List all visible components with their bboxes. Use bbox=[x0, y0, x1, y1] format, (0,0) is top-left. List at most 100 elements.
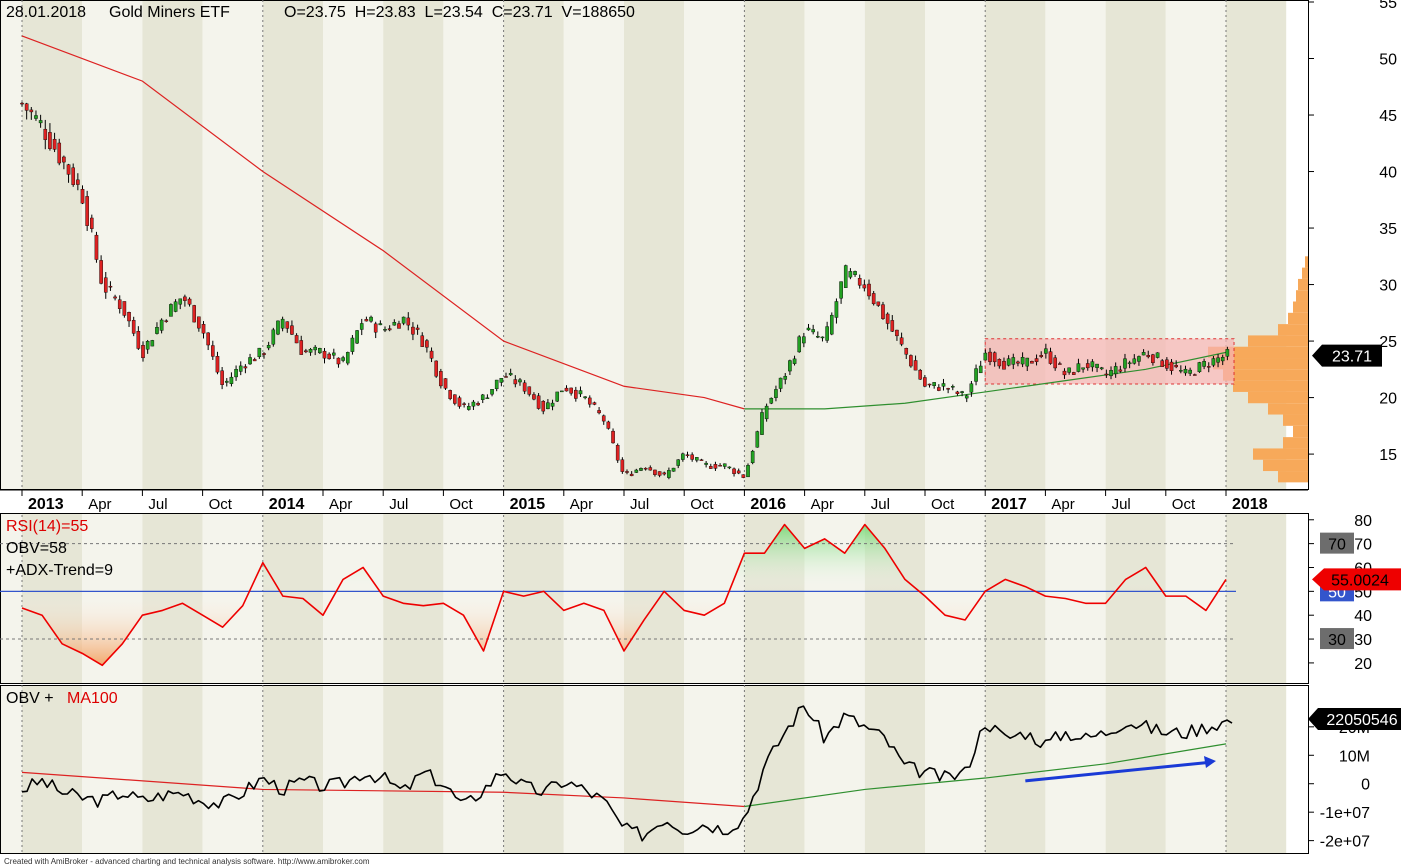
x-tick-label: Apr bbox=[1051, 496, 1074, 513]
candle-down bbox=[997, 358, 1002, 367]
candle-up bbox=[760, 412, 764, 435]
candle-down bbox=[62, 156, 66, 163]
candle-down bbox=[713, 464, 718, 469]
volume-profile-bar bbox=[1248, 391, 1308, 404]
quarter-band bbox=[985, 685, 1046, 854]
quarter-band bbox=[563, 0, 624, 490]
candle-up bbox=[816, 336, 820, 338]
quarter-band bbox=[202, 685, 263, 854]
candle-down bbox=[136, 331, 141, 349]
obv-tick-label: -2e+07 bbox=[1320, 834, 1370, 851]
x-tick-label: 2014 bbox=[269, 496, 305, 513]
volume-profile-bar bbox=[1296, 290, 1308, 302]
candle-up bbox=[774, 389, 778, 398]
candle-down bbox=[220, 370, 224, 385]
candle-up bbox=[671, 467, 676, 472]
quarter-band bbox=[744, 685, 805, 854]
candle-up bbox=[1123, 358, 1127, 369]
candle-down bbox=[448, 390, 452, 399]
candle-up bbox=[1011, 357, 1016, 365]
candle-up bbox=[750, 450, 755, 464]
quarter-band bbox=[563, 685, 624, 854]
price-tick-label: 20 bbox=[1379, 391, 1397, 408]
rsi-panel: 2030405060708070503055.0024 bbox=[0, 513, 1401, 673]
candle-up bbox=[248, 357, 252, 365]
candle-up bbox=[555, 391, 560, 402]
x-tick-label: Apr bbox=[811, 496, 834, 513]
candle-up bbox=[159, 319, 164, 331]
candle-up bbox=[480, 394, 485, 400]
quarter-band bbox=[262, 685, 323, 854]
candle-down bbox=[1160, 360, 1165, 367]
candle-down bbox=[24, 103, 29, 111]
x-tick-label: Jul bbox=[1112, 496, 1131, 513]
candle-down bbox=[211, 345, 215, 357]
candle-down bbox=[857, 278, 862, 286]
candle-up bbox=[583, 396, 587, 399]
volume-profile-bar bbox=[1208, 346, 1308, 359]
candle-down bbox=[629, 473, 634, 477]
candle-up bbox=[983, 352, 988, 361]
candle-down bbox=[1030, 361, 1034, 364]
candle-up bbox=[853, 271, 857, 275]
header-title: Gold Miners ETF bbox=[109, 4, 230, 21]
candle-down bbox=[201, 324, 206, 334]
obv-line bbox=[21, 705, 1233, 842]
candle-down bbox=[643, 467, 648, 470]
candle-down bbox=[1058, 363, 1062, 365]
obv-value-label: OBV=58 bbox=[6, 540, 67, 557]
rsi-line bbox=[21, 523, 1227, 667]
quarter-band bbox=[82, 0, 143, 490]
candle-down bbox=[439, 371, 443, 387]
x-tick-label: 2017 bbox=[991, 496, 1027, 513]
header-ohlcv: O=23.75 H=23.83 L=23.54 C=23.71 V=188650 bbox=[284, 4, 635, 21]
candle-down bbox=[904, 348, 909, 355]
candle-down bbox=[164, 320, 169, 322]
x-tick-label: Jul bbox=[871, 496, 890, 513]
candle-down bbox=[108, 285, 113, 288]
rsi-tick-label: 20 bbox=[1354, 656, 1372, 673]
quarter-band bbox=[624, 0, 685, 490]
candle-down bbox=[336, 357, 341, 365]
candle-down bbox=[387, 328, 392, 331]
obv-tick-label: -1e+07 bbox=[1320, 805, 1370, 822]
rsi-area-below-50 bbox=[22, 591, 1226, 666]
quarter-band bbox=[1165, 0, 1226, 490]
price-panel: 15 20 25 30 35 40 45 50 55 23.71 bbox=[20, 0, 1397, 483]
candle-up bbox=[560, 390, 564, 393]
obv-trend-arrowhead bbox=[1203, 755, 1216, 768]
quarter-band bbox=[1226, 0, 1287, 490]
candle-down bbox=[1034, 358, 1039, 362]
x-tick-label: Apr bbox=[329, 496, 352, 513]
candle-down bbox=[885, 313, 890, 324]
candle-down bbox=[285, 321, 290, 329]
x-tick-label: 2018 bbox=[1232, 496, 1268, 513]
candle-down bbox=[406, 317, 411, 326]
candle-up bbox=[1137, 356, 1141, 362]
candle-down bbox=[48, 132, 52, 149]
candle-down bbox=[708, 466, 713, 469]
candle-up bbox=[1183, 368, 1188, 374]
footer-credit: Created with AmiBroker - advanced charti… bbox=[4, 857, 370, 866]
rsi-tick-label: 80 bbox=[1354, 513, 1372, 530]
quarter-band bbox=[142, 685, 203, 854]
obv-panel: -2e+07-1e+07010M20M22050546 bbox=[21, 705, 1401, 851]
candle-down bbox=[262, 353, 266, 355]
candle-up bbox=[276, 320, 280, 335]
candle-up bbox=[1141, 352, 1146, 356]
volume-profile-bar bbox=[1305, 256, 1308, 268]
candle-up bbox=[1044, 348, 1048, 354]
candle-down bbox=[462, 403, 466, 405]
candle-down bbox=[718, 465, 722, 467]
candle-up bbox=[695, 457, 699, 461]
price-tick-label: 35 bbox=[1379, 221, 1397, 238]
candle-down bbox=[1062, 370, 1067, 376]
volume-profile-bar bbox=[1283, 414, 1308, 426]
candle-down bbox=[1192, 374, 1197, 376]
candle-up bbox=[722, 463, 727, 467]
candle-down bbox=[685, 454, 690, 456]
quarter-band bbox=[202, 0, 263, 490]
obv-panel-frame bbox=[0, 685, 1309, 854]
candle-down bbox=[252, 359, 257, 362]
